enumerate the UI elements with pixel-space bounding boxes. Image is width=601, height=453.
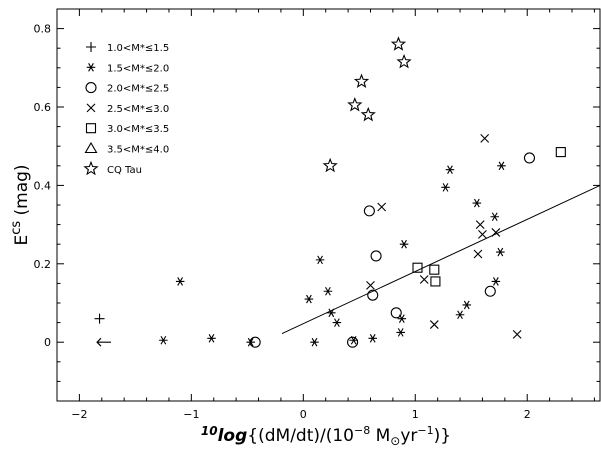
legend-marker-circle bbox=[85, 82, 97, 94]
point-circle bbox=[484, 285, 496, 297]
point-circle bbox=[347, 336, 359, 348]
upper-limit-arrow bbox=[96, 337, 112, 347]
point-asterisk bbox=[159, 335, 168, 345]
legend-label: 2.5<M*≤3.0 bbox=[107, 104, 169, 115]
point-cross bbox=[478, 230, 487, 239]
point-star bbox=[360, 106, 376, 122]
y-axis-title-sup: cs bbox=[9, 221, 24, 235]
x-axis-title-unit: M bbox=[370, 426, 390, 446]
point-cross bbox=[419, 275, 429, 284]
legend-label: 1.0<M*≤1.5 bbox=[107, 43, 169, 54]
x-tick-label: 2 bbox=[524, 408, 531, 421]
point-asterisk bbox=[496, 247, 505, 257]
point-cross bbox=[491, 228, 501, 237]
point-asterisk bbox=[315, 255, 325, 265]
x-axis-title-sun: ⊙ bbox=[390, 434, 400, 448]
x-axis-title-prefix: 10 bbox=[201, 424, 218, 438]
y-tick-label: 0.4 bbox=[34, 179, 52, 192]
x-axis-title-exp: −8 bbox=[354, 424, 370, 437]
point-asterisk bbox=[327, 308, 336, 318]
point-asterisk bbox=[491, 277, 501, 286]
legend-marker-plus bbox=[86, 42, 96, 52]
point-asterisk bbox=[323, 286, 333, 296]
point-square bbox=[412, 262, 423, 273]
arrow-mark bbox=[96, 337, 112, 347]
legend-label: CQ Tau bbox=[107, 165, 142, 176]
point-square bbox=[429, 264, 440, 275]
x-axis-title-unit2: yr bbox=[400, 426, 417, 446]
point-star bbox=[347, 97, 363, 112]
point-star bbox=[353, 73, 370, 89]
point-circle bbox=[249, 336, 261, 348]
point-asterisk bbox=[304, 294, 314, 304]
legend-marker-star bbox=[83, 160, 99, 176]
point-plus bbox=[94, 313, 105, 324]
x-tick-label: −2 bbox=[71, 408, 87, 421]
y-axis-title-main: E bbox=[12, 235, 32, 246]
x-tick-label: 0 bbox=[300, 408, 307, 421]
point-square bbox=[555, 147, 566, 158]
legend-marker-asterisk bbox=[86, 63, 96, 72]
point-asterisk bbox=[332, 318, 342, 327]
y-axis-title-tail: (mag) bbox=[12, 164, 32, 220]
point-cross bbox=[429, 320, 439, 329]
point-asterisk bbox=[368, 333, 377, 343]
data-points bbox=[94, 36, 566, 348]
point-star bbox=[390, 36, 407, 51]
y-tick-label: 0 bbox=[44, 336, 51, 349]
x-axis-title: 10log{(dM/dt)/(10−8 M⊙yr−1)} bbox=[201, 424, 451, 448]
legend-label: 3.0<M*≤3.5 bbox=[107, 124, 169, 135]
point-asterisk bbox=[472, 198, 482, 208]
point-cross bbox=[480, 133, 490, 143]
point-asterisk bbox=[396, 328, 405, 337]
y-tick-label: 0.6 bbox=[34, 101, 52, 114]
x-axis-title-exp2: −1 bbox=[417, 424, 433, 437]
point-cross bbox=[366, 280, 375, 290]
y-axis-title: Ecs (mag) bbox=[9, 164, 32, 245]
legend: 1.0<M*≤1.5 1.5<M*≤2.0 2.0<M*≤2.5 2.5<M*≤3.0… bbox=[83, 42, 169, 176]
x-axis-title-log: log bbox=[218, 426, 248, 446]
point-circle bbox=[367, 289, 379, 301]
point-asterisk bbox=[175, 277, 185, 286]
point-asterisk bbox=[455, 310, 465, 320]
point-asterisk bbox=[462, 300, 472, 310]
point-asterisk bbox=[310, 337, 319, 347]
legend-label: 1.5<M*≤2.0 bbox=[107, 63, 169, 74]
point-asterisk bbox=[445, 165, 455, 175]
point-circle bbox=[363, 205, 375, 217]
point-cross bbox=[475, 220, 485, 229]
legend-marker-square bbox=[85, 123, 97, 134]
point-asterisk bbox=[207, 333, 216, 343]
point-cross bbox=[377, 202, 387, 212]
point-star bbox=[396, 53, 412, 69]
point-asterisk bbox=[497, 161, 506, 171]
point-asterisk bbox=[399, 239, 409, 249]
point-asterisk bbox=[441, 183, 450, 192]
axis-ticks: −2 −1 0 1 2 0 0.2 0.4 0.6 0.8 bbox=[34, 9, 600, 421]
fit-line bbox=[281, 184, 601, 335]
point-circle bbox=[390, 307, 402, 319]
legend-marker-triangle bbox=[84, 141, 98, 154]
x-tick-label: 1 bbox=[412, 408, 419, 421]
x-axis-title-tail: )} bbox=[434, 426, 451, 446]
point-cross bbox=[512, 329, 522, 339]
point-star bbox=[322, 157, 338, 173]
legend-label: 3.5<M*≤4.0 bbox=[107, 145, 169, 156]
y-tick-label: 0.2 bbox=[34, 258, 52, 271]
point-square bbox=[430, 276, 441, 287]
point-circle bbox=[370, 250, 382, 262]
legend-label: 2.0<M*≤2.5 bbox=[107, 84, 169, 95]
y-tick-label: 0.8 bbox=[34, 23, 52, 36]
legend-marker-cross bbox=[86, 103, 96, 113]
x-tick-label: −1 bbox=[183, 408, 199, 421]
point-asterisk bbox=[397, 314, 407, 323]
point-circle bbox=[523, 152, 536, 164]
x-axis-title-main: {(dM/dt)/(10 bbox=[247, 426, 354, 446]
point-asterisk bbox=[490, 212, 500, 222]
point-cross bbox=[473, 249, 483, 259]
